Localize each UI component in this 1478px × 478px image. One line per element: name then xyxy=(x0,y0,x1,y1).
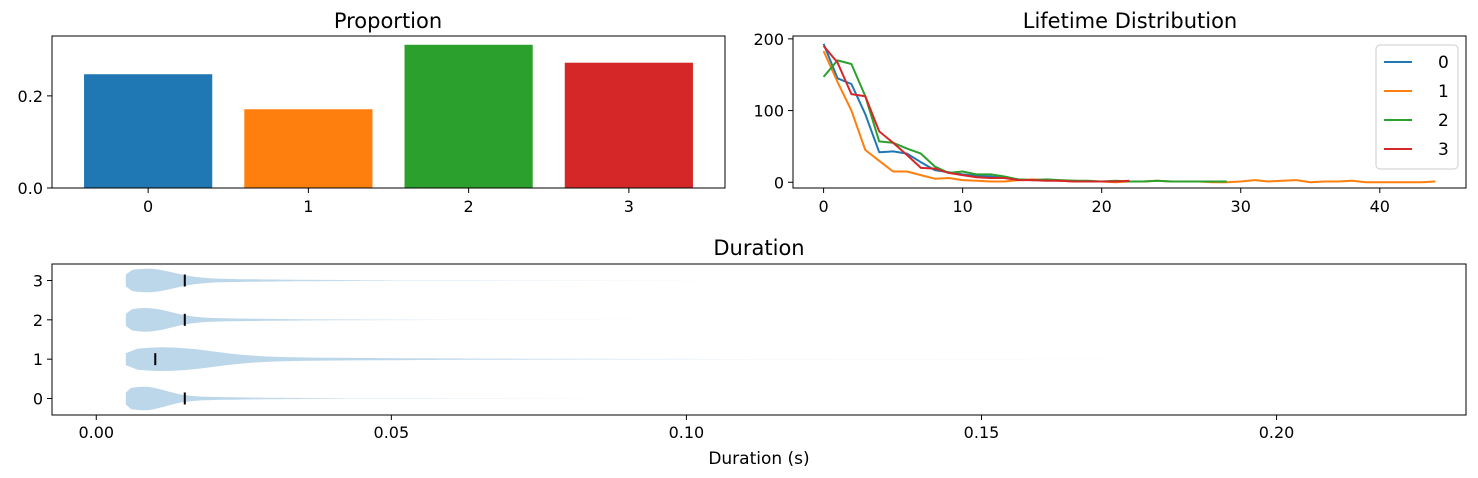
bar-0 xyxy=(84,74,213,188)
violin-xtick-label: 0.05 xyxy=(374,423,410,442)
legend-label-3: 3 xyxy=(1438,140,1449,160)
line-xtick-label: 30 xyxy=(1231,197,1251,216)
violin-2 xyxy=(125,308,675,332)
violin-0 xyxy=(125,386,610,411)
violin-ytick-label: 0 xyxy=(33,389,43,408)
duration-xlabel: Duration (s) xyxy=(708,449,809,469)
line-xtick-label: 40 xyxy=(1370,197,1390,216)
line-xtick-label: 0 xyxy=(818,197,828,216)
bar-ytick-label: 0.2 xyxy=(18,87,43,106)
line-ytick-label: 100 xyxy=(753,102,784,121)
line-series-3 xyxy=(822,45,1130,183)
bar-1 xyxy=(244,109,373,188)
lifetime-axes-frame xyxy=(792,35,1467,189)
proportion-title: Proportion xyxy=(334,9,442,33)
violin-xtick-label: 0.15 xyxy=(964,423,1000,442)
legend-label-2: 2 xyxy=(1438,111,1449,131)
bar-ytick-label: 0.0 xyxy=(18,179,43,198)
violin-xtick-label: 0.00 xyxy=(78,423,114,442)
duration-panel: Duration 0 1 2 3 0.00 0.05 0.10 0.15 0.20 Durati… xyxy=(33,236,1467,469)
duration-title: Duration xyxy=(713,236,804,260)
violin-xtick-label: 0.20 xyxy=(1259,423,1295,442)
bar-xtick-label: 3 xyxy=(624,197,634,216)
line-xtick-label: 20 xyxy=(1092,197,1112,216)
violin-1 xyxy=(125,347,1183,371)
line-ytick-label: 0 xyxy=(774,173,784,192)
violin-ytick-label: 1 xyxy=(33,350,43,369)
violin-ytick-label: 3 xyxy=(33,272,43,291)
lifetime-legend: 0 1 2 3 xyxy=(1375,44,1459,170)
bar-xtick-label: 1 xyxy=(303,197,313,216)
line-xtick-label: 10 xyxy=(952,197,972,216)
lifetime-title: Lifetime Distribution xyxy=(1023,9,1237,33)
violin-ytick-label: 2 xyxy=(33,311,43,330)
proportion-panel: Proportion 0 1 2 3 0.0 0.2 xyxy=(18,9,726,216)
duration-plot-area: 0 1 2 3 0.00 0.05 0.10 0.15 0.20 xyxy=(33,268,1295,442)
bar-3 xyxy=(564,62,693,189)
proportion-plot-area: 0 1 2 3 0.0 0.2 xyxy=(18,44,693,216)
bar-2 xyxy=(404,44,533,189)
lifetime-plot-area: 0 10 20 30 40 0 100 200 xyxy=(753,30,1436,216)
proportion-axes-frame xyxy=(51,35,726,189)
duration-axes-frame xyxy=(51,263,1467,416)
legend-box xyxy=(1375,44,1459,170)
legend-label-1: 1 xyxy=(1438,82,1449,102)
violin-xtick-label: 0.10 xyxy=(669,423,705,442)
legend-label-0: 0 xyxy=(1438,53,1449,73)
violin-3 xyxy=(125,268,711,293)
bar-xtick-label: 2 xyxy=(464,197,474,216)
line-ytick-label: 200 xyxy=(753,30,784,49)
bar-xtick-label: 0 xyxy=(143,197,153,216)
